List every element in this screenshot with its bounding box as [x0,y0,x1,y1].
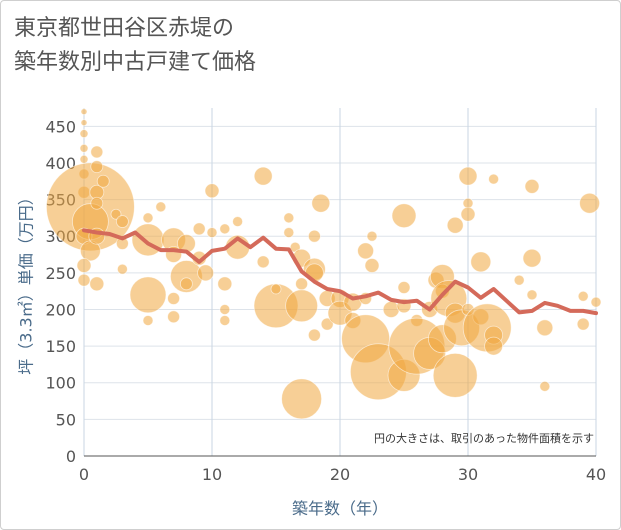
data-bubble [219,223,231,235]
data-bubble [484,336,504,356]
x-tick-label: 10 [202,465,222,484]
x-tick-label: 20 [330,465,350,484]
data-bubble [539,380,551,392]
data-bubble [219,304,231,315]
y-tick-label: 200 [45,300,76,319]
data-bubble [79,154,89,164]
x-tick-label: 0 [79,465,89,484]
data-bubble [513,274,525,286]
average-line-series [82,228,598,316]
data-bubble [90,145,104,159]
chart-title-line2: 築年数別中古戸建て価格 [14,50,257,75]
data-bubble [204,183,220,199]
data-bubble [285,289,319,323]
data-bubble [432,353,478,398]
y-tick-label: 100 [45,374,76,393]
y-tick-label: 50 [56,410,76,429]
data-bubble [90,160,104,174]
data-bubble [142,212,154,224]
data-bubble [579,192,600,214]
y-tick-label: 150 [45,337,76,356]
data-bubble [391,203,417,229]
y-tick-label: 450 [45,117,76,136]
data-bubble [357,242,375,260]
y-tick-label: 250 [45,264,76,283]
data-bubble [142,315,154,326]
data-bubble [79,143,89,153]
data-bubble [206,227,218,238]
data-bubble [179,277,193,291]
data-bubble [462,197,474,209]
data-bubble [366,230,378,242]
data-bubble [307,229,321,243]
x-tick-label: 30 [458,465,478,484]
x-axis-ticks: 0 10 20 30 40 [79,465,606,484]
data-bubble [364,258,380,273]
data-bubble [522,248,542,268]
data-bubble [460,206,476,222]
data-bubble [77,273,91,287]
data-bubble [577,290,589,302]
data-bubble [470,251,492,273]
average-price-line [82,228,598,316]
x-axis-title: 築年数（年） [292,499,388,518]
data-bubble [116,215,129,228]
data-bubble [526,289,538,301]
chart-title-line1: 東京都世田谷区赤堤の [14,16,235,41]
data-bubble [117,263,128,275]
data-bubble [96,174,110,188]
data-bubble [397,281,411,294]
data-bubble [76,258,92,273]
data-bubble [219,315,231,326]
chart-title: 東京都世田谷区赤堤の 築年数別中古戸建て価格 [14,12,256,80]
data-bubble [79,129,89,139]
y-tick-label: 400 [45,154,76,173]
data-bubble [382,301,400,318]
data-bubble [446,216,464,234]
data-bubble [590,296,602,308]
data-bubble [576,317,590,331]
data-bubble [536,319,554,337]
data-bubble [217,276,233,292]
data-bubble [283,227,295,238]
data-bubble [89,276,105,292]
data-bubble [458,166,478,186]
data-bubble [524,178,540,194]
y-axis-title: 坪（3.3㎡）単価（万円） [17,189,36,374]
data-bubble [90,196,104,210]
data-bubble [80,108,88,116]
data-bubble [167,310,181,324]
x-tick-label: 40 [586,465,606,484]
data-bubble [129,276,167,314]
data-bubble [270,283,282,295]
data-bubble [307,328,321,342]
data-bubble [167,292,181,305]
data-bubble [320,317,334,331]
data-bubble [155,201,167,213]
data-bubble [232,216,244,227]
bubble-size-note: 円の大きさは、取引のあった物件面積を示す [374,431,594,445]
y-tick-label: 0 [66,447,76,466]
data-bubble [311,193,331,213]
data-bubble [80,119,88,127]
data-bubble [256,255,270,269]
data-bubble [192,222,206,236]
bubble-series [46,108,602,420]
data-bubble [281,378,323,420]
data-bubble [197,264,215,282]
data-bubble [283,212,295,224]
data-bubble [295,277,309,291]
data-bubble [488,173,500,185]
data-bubble [253,166,273,186]
